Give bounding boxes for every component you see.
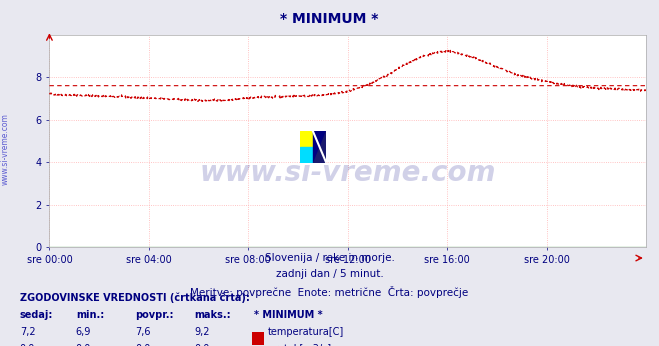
Text: sedaj:: sedaj: xyxy=(20,310,53,320)
Text: 7,2: 7,2 xyxy=(20,327,36,337)
Bar xyxy=(300,147,313,163)
Text: * MINIMUM *: * MINIMUM * xyxy=(280,12,379,26)
Text: 9,2: 9,2 xyxy=(194,327,210,337)
Bar xyxy=(300,131,313,147)
Polygon shape xyxy=(313,131,326,163)
Text: 7,6: 7,6 xyxy=(135,327,151,337)
Text: pretok[m3/s]: pretok[m3/s] xyxy=(268,344,331,346)
Text: 0,0: 0,0 xyxy=(194,344,210,346)
Text: www.si-vreme.com: www.si-vreme.com xyxy=(1,113,10,185)
Text: www.si-vreme.com: www.si-vreme.com xyxy=(200,159,496,187)
Text: 0,0: 0,0 xyxy=(76,344,91,346)
Text: temperatura[C]: temperatura[C] xyxy=(268,327,345,337)
Text: 0,0: 0,0 xyxy=(20,344,35,346)
Text: Slovenija / reke in morje.: Slovenija / reke in morje. xyxy=(264,253,395,263)
Text: ZGODOVINSKE VREDNOSTI (črtkana črta):: ZGODOVINSKE VREDNOSTI (črtkana črta): xyxy=(20,292,250,303)
Text: Meritve: povprečne  Enote: metrične  Črta: povprečje: Meritve: povprečne Enote: metrične Črta:… xyxy=(190,286,469,298)
Text: zadnji dan / 5 minut.: zadnji dan / 5 minut. xyxy=(275,269,384,279)
Text: 6,9: 6,9 xyxy=(76,327,91,337)
Text: 0,0: 0,0 xyxy=(135,344,150,346)
Text: * MINIMUM *: * MINIMUM * xyxy=(254,310,322,320)
Text: maks.:: maks.: xyxy=(194,310,231,320)
Text: povpr.:: povpr.: xyxy=(135,310,173,320)
Text: min.:: min.: xyxy=(76,310,104,320)
Bar xyxy=(313,131,326,163)
